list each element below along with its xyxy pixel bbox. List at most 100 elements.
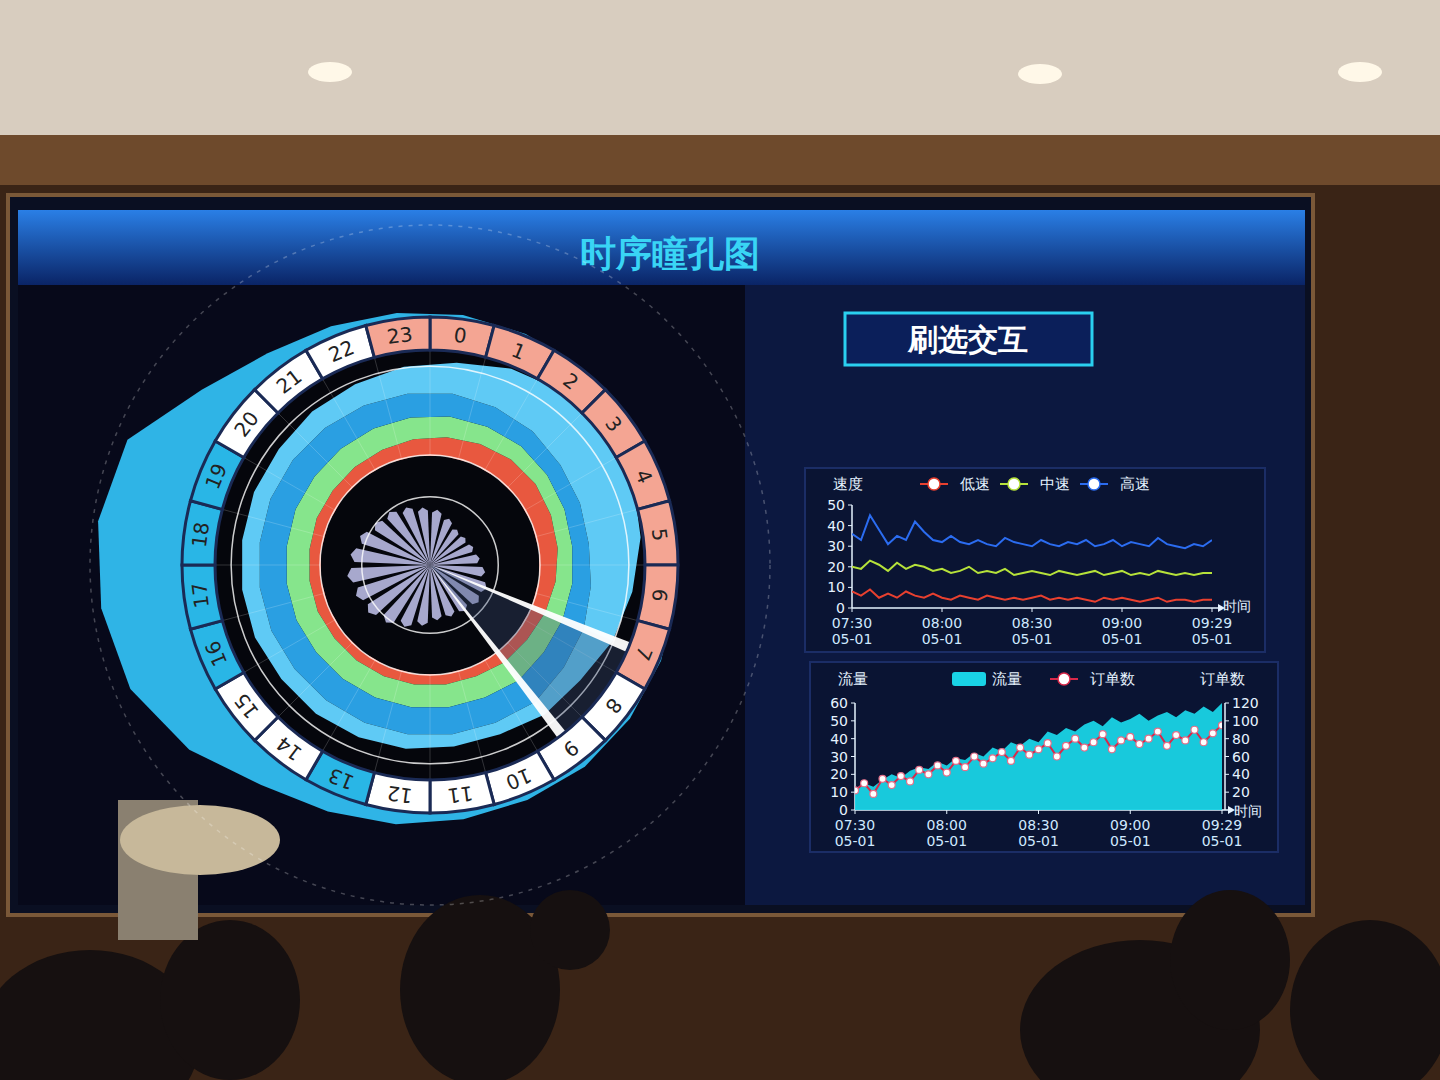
hour-label: 13 [325,763,358,795]
x-tick-line: 09:29 [1202,817,1242,833]
y2-tick [1225,792,1229,793]
radial-band [242,363,640,749]
x-tick-line: 07:30 [832,615,872,631]
marker [1035,746,1042,753]
legend-swatch [952,672,986,686]
y-tick-label: 10 [830,784,848,800]
y-tick [851,703,855,704]
x-tick [1122,608,1123,612]
hour-label: 16 [200,637,232,670]
hour-label: 5 [647,527,672,543]
room-wall [0,0,1440,1080]
y2-tick-label: 80 [1232,731,1250,747]
marker [879,775,886,782]
button-label: 刷选交互 [907,322,1028,357]
y-tick-label: 40 [827,518,845,534]
x-tick-line: 05-01 [1012,631,1053,647]
y-axis-title: 速度 [833,475,863,493]
x-tick-label: 08:3005-01 [1012,615,1053,647]
plot-marks [855,703,1222,810]
inner-spike [418,508,430,565]
button-box [845,313,1092,365]
x-tick-line: 05-01 [1110,833,1151,849]
marker [897,773,904,780]
x-tick-label: 07:3005-01 [835,817,876,849]
marker [1063,742,1070,749]
x-tick-line: 08:30 [1018,817,1058,833]
y-tick-label: 10 [827,579,845,595]
y-tick-label: 30 [830,749,848,765]
line [852,561,1212,575]
marker [855,787,859,794]
x-tick [855,810,856,814]
x-tick-line: 05-01 [835,833,876,849]
x-tick-line: 05-01 [1102,631,1143,647]
y-tick-label: 0 [839,802,848,818]
y-tick-label: 20 [830,766,848,782]
hour-cell [182,501,222,565]
hour-cell [430,773,494,813]
hour-label: 8 [600,694,627,719]
marker [971,753,978,760]
hour-cell [616,441,669,509]
hour-cell [366,317,430,357]
y-tick-label: 20 [827,559,845,575]
slide-title: 时序瞳孔图 [580,233,760,274]
marker [870,790,877,797]
y2-tick [1225,738,1229,739]
marker [861,780,868,787]
x-tick-label: 07:3005-01 [832,615,873,647]
y-tick [851,756,855,757]
y-tick-label: 0 [836,600,845,616]
hour-label: 15 [229,689,264,724]
marker [1099,731,1106,738]
marker [1182,737,1189,744]
ceiling [0,0,1440,135]
x-tick-line: 09:00 [1102,615,1142,631]
inner-spike [430,555,480,565]
hour-label: 7 [630,643,657,664]
marker [1127,733,1134,740]
radial-grid [90,225,770,905]
marker [1108,746,1115,753]
legend-marker [1058,673,1070,685]
x-tick [1222,810,1223,814]
x-tick [1130,810,1131,814]
x-tick-line: 07:30 [835,817,875,833]
marker [1145,735,1152,742]
hour-label: 2 [559,368,584,395]
marker [934,762,941,769]
x-tick [942,608,943,612]
hour-cell [638,501,678,565]
screen-frame [8,195,1313,915]
hour-label: 4 [630,466,657,487]
hour-label: 18 [187,521,214,549]
marker [1163,742,1170,749]
hour-cell [182,565,222,629]
y-tick [851,720,855,721]
x-tick-line: 05-01 [922,631,963,647]
hour-label: 0 [452,323,468,348]
marker [1017,744,1024,751]
x-tick-label: 08:0005-01 [926,817,967,849]
marker [1053,753,1060,760]
marker [1136,741,1143,748]
legend-marker [928,478,940,490]
x-tick-line: 05-01 [1018,833,1059,849]
y2-tick [1225,756,1229,757]
hour-label: 23 [386,322,414,349]
x-tick-label: 09:2905-01 [1202,817,1243,849]
audience [530,890,610,970]
marker [1191,726,1198,733]
x-tick-line: 05-01 [926,833,967,849]
x-tick-line: 05-01 [832,631,873,647]
y-tick [848,587,852,588]
y-tick [851,810,855,811]
inner-spike [347,565,430,582]
scene: 时序瞳孔图刷选交互0123456789101112131415161718192… [0,0,1440,1080]
marker [1173,732,1180,739]
hour-label: 9 [559,735,584,762]
hour-label: 10 [502,763,535,795]
ceiling-light [1338,62,1382,82]
y-tick [851,774,855,775]
